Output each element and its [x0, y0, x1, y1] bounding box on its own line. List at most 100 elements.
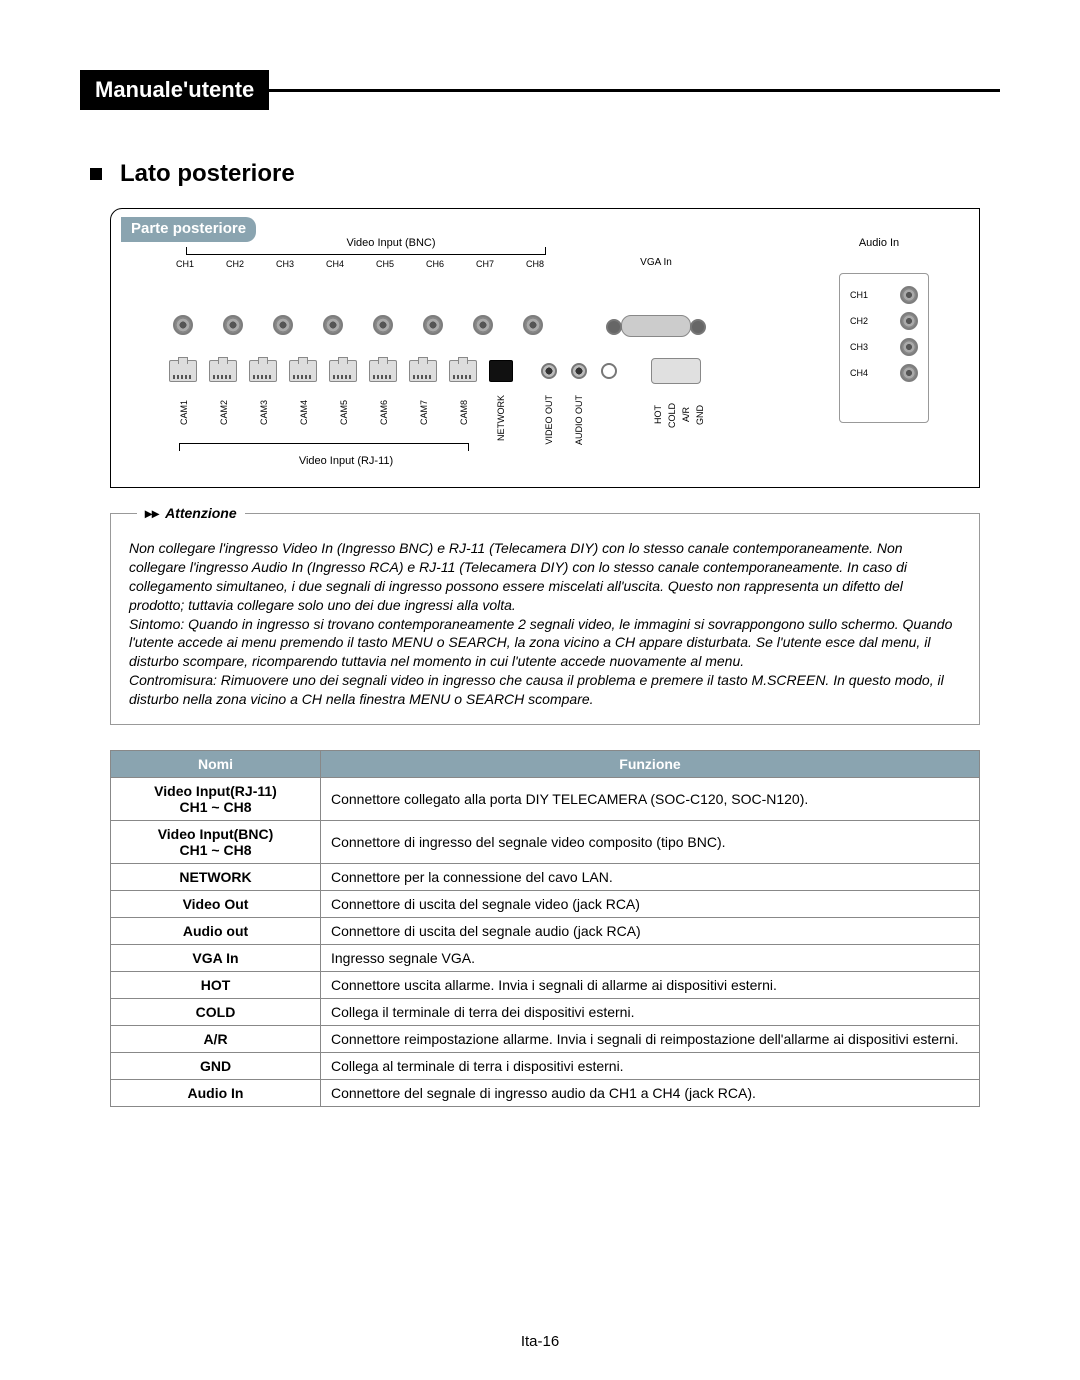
audio-ch-label: CH4: [850, 368, 868, 378]
cam-label: CAM3: [259, 400, 269, 425]
rca-jack-icon: [900, 364, 918, 382]
cell-name: Audio out: [111, 918, 321, 945]
table-row: Audio InConnettore del segnale di ingres…: [111, 1080, 980, 1107]
rca-jack-icon: [900, 286, 918, 304]
bnc-connector-icon: [273, 315, 293, 335]
cell-func: Connettore uscita allarme. Invia i segna…: [321, 972, 980, 999]
audio-row: CH3: [844, 334, 924, 360]
terminal-block-icon: [651, 358, 701, 384]
vga-in-label: VGA In: [631, 257, 681, 268]
bnc-connector-icon: [373, 315, 393, 335]
cell-func: Connettore reimpostazione allarme. Invia…: [321, 1026, 980, 1053]
section-title: Lato posteriore: [120, 160, 295, 188]
cell-func: Collega al terminale di terra i disposit…: [321, 1053, 980, 1080]
ch-label: CH2: [226, 259, 244, 269]
header-divider: [268, 89, 1000, 92]
ch-label: CH1: [176, 259, 194, 269]
table-row: Video Input(RJ-11) CH1 ~ CH8Connettore c…: [111, 778, 980, 821]
ch-label: CH3: [276, 259, 294, 269]
bnc-connector-icon: [323, 315, 343, 335]
page-number: Ita-16: [0, 1333, 1080, 1350]
document-header: Manuale'utente: [80, 70, 1000, 110]
rj11-port-icon: [409, 360, 437, 382]
table-row: Audio outConnettore di uscita del segnal…: [111, 918, 980, 945]
cell-name: Video Input(RJ-11) CH1 ~ CH8: [111, 778, 321, 821]
table-row: Video Input(BNC) CH1 ~ CH8Connettore di …: [111, 821, 980, 864]
attention-legend: ▸▸ Attenzione: [137, 504, 245, 523]
rj11-port-icon: [169, 360, 197, 382]
rca-jack-icon: [900, 312, 918, 330]
cell-name: A/R: [111, 1026, 321, 1053]
arrow-icon: ▸▸: [145, 504, 159, 523]
audio-row: CH1: [844, 282, 924, 308]
audio-ch-label: CH2: [850, 316, 868, 326]
attention-body: Non collegare l'ingresso Video In (Ingre…: [129, 539, 961, 709]
manual-title: Manuale'utente: [80, 70, 269, 110]
rj11-port-icon: [209, 360, 237, 382]
audio-out-label: AUDIO OUT: [574, 395, 584, 445]
ch-label: CH5: [376, 259, 394, 269]
cam-label: CAM6: [379, 400, 389, 425]
cell-name: Audio In: [111, 1080, 321, 1107]
table-row: GNDCollega al terminale di terra i dispo…: [111, 1053, 980, 1080]
table-header-row: Nomi Funzione: [111, 751, 980, 778]
bnc-connector-icon: [523, 315, 543, 335]
table-row: HOTConnettore uscita allarme. Invia i se…: [111, 972, 980, 999]
rca-jack-icon: [571, 363, 587, 379]
cam-label: CAM7: [419, 400, 429, 425]
video-out-label: VIDEO OUT: [544, 395, 554, 445]
term-label: COLD: [667, 403, 677, 428]
rj11-port-icon: [329, 360, 357, 382]
table-row: Video OutConnettore di uscita del segnal…: [111, 891, 980, 918]
bnc-connector-icon: [423, 315, 443, 335]
cam-label: CAM5: [339, 400, 349, 425]
term-label: GND: [695, 405, 705, 425]
audio-in-panel: CH1 CH2 CH3 CH4: [839, 273, 929, 423]
vga-port-icon: [621, 315, 691, 337]
audio-in-label: Audio In: [849, 237, 909, 249]
network-port-icon: [489, 360, 513, 382]
audio-row: CH4: [844, 360, 924, 386]
cell-name: HOT: [111, 972, 321, 999]
cell-name: VGA In: [111, 945, 321, 972]
rj11-port-icon: [449, 360, 477, 382]
network-label: NETWORK: [496, 395, 506, 441]
term-label: HOT: [653, 405, 663, 424]
cell-name: COLD: [111, 999, 321, 1026]
ch-label: CH7: [476, 259, 494, 269]
rj11-bracket: [179, 443, 469, 451]
attention-title: Attenzione: [165, 504, 237, 523]
video-rj11-label: Video Input (RJ-11): [281, 455, 411, 467]
rca-jack-icon: [900, 338, 918, 356]
cam-label: CAM4: [299, 400, 309, 425]
cam-label: CAM2: [219, 400, 229, 425]
col-header-func: Funzione: [321, 751, 980, 778]
cell-func: Ingresso segnale VGA.: [321, 945, 980, 972]
cam-label: CAM1: [179, 400, 189, 425]
connectors-table: Nomi Funzione Video Input(RJ-11) CH1 ~ C…: [110, 750, 980, 1107]
panel-caption: Parte posteriore: [121, 217, 256, 242]
section-heading: Lato posteriore: [90, 160, 1000, 188]
rca-jack-icon: [541, 363, 557, 379]
cell-func: Connettore collegato alla porta DIY TELE…: [321, 778, 980, 821]
ch-label: CH8: [526, 259, 544, 269]
ch-label: CH6: [426, 259, 444, 269]
audio-ch-label: CH1: [850, 290, 868, 300]
audio-ch-label: CH3: [850, 342, 868, 352]
cell-func: Connettore di uscita del segnale audio (…: [321, 918, 980, 945]
ch-label: CH4: [326, 259, 344, 269]
cell-func: Connettore di ingresso del segnale video…: [321, 821, 980, 864]
bnc-connector-icon: [173, 315, 193, 335]
cell-name: GND: [111, 1053, 321, 1080]
attention-box: ▸▸ Attenzione Non collegare l'ingresso V…: [110, 513, 980, 725]
cell-func: Connettore per la connessione del cavo L…: [321, 864, 980, 891]
cell-func: Connettore del segnale di ingresso audio…: [321, 1080, 980, 1107]
bnc-connector-icon: [223, 315, 243, 335]
rear-panel-diagram: Parte posteriore Video Input (BNC) Audio…: [110, 208, 980, 488]
diagram-canvas: Video Input (BNC) Audio In VGA In CH1 CH…: [131, 245, 959, 477]
bnc-bracket: [186, 247, 546, 255]
col-header-name: Nomi: [111, 751, 321, 778]
bnc-connector-icon: [473, 315, 493, 335]
cell-func: Connettore di uscita del segnale video (…: [321, 891, 980, 918]
cell-func: Collega il terminale di terra dei dispos…: [321, 999, 980, 1026]
